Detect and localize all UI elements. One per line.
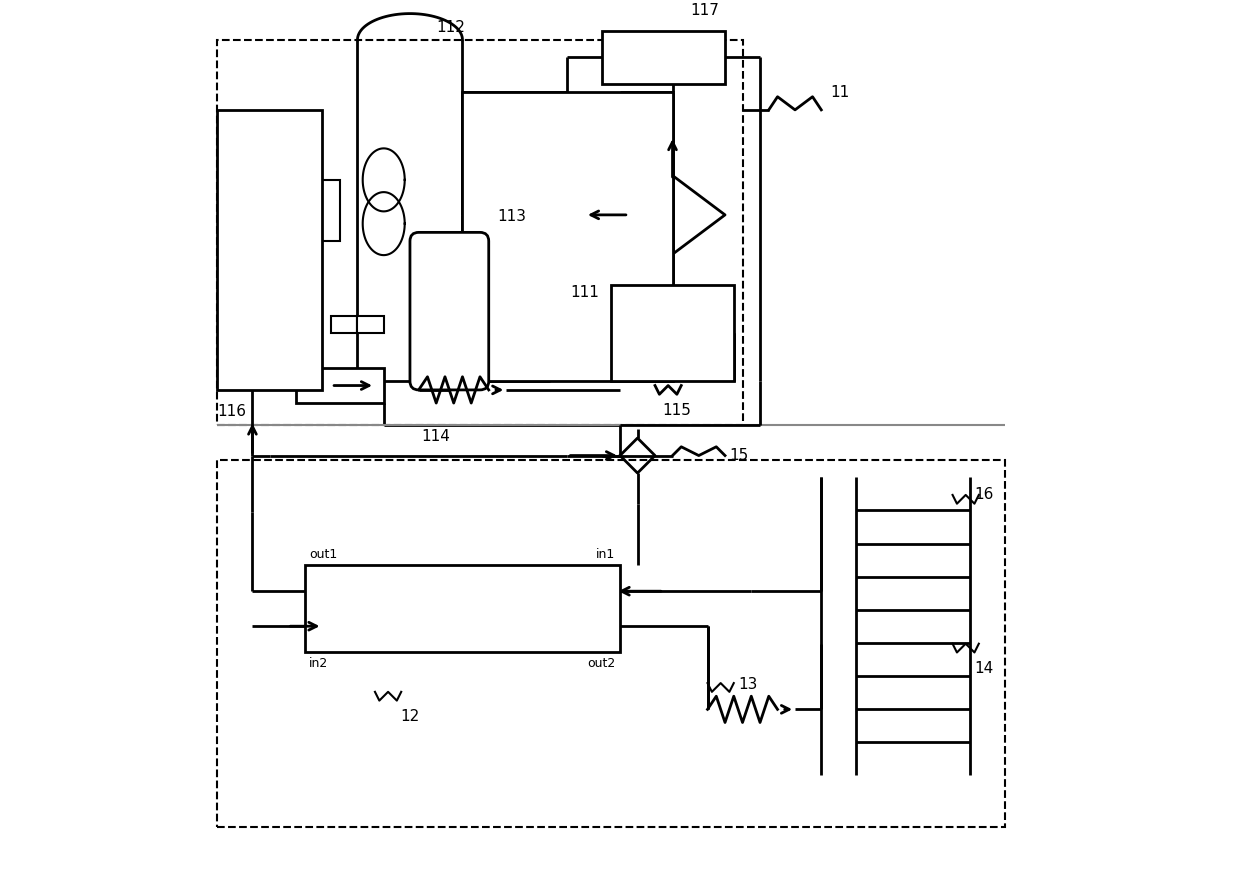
Text: 116: 116 [217,404,247,419]
Bar [270,180,340,241]
Text: 111: 111 [570,285,599,300]
Text: in2: in2 [309,656,329,670]
Bar [463,92,672,381]
Bar [217,460,1006,827]
Bar [603,31,725,84]
Text: 11: 11 [830,84,849,99]
Text: 113: 113 [497,209,527,224]
Bar [217,110,322,390]
Text: 112: 112 [436,20,465,35]
Bar [217,40,743,425]
Text: 13: 13 [738,677,758,692]
Text: 16: 16 [975,488,993,502]
Bar [611,285,734,381]
Text: 14: 14 [975,661,993,676]
Text: 115: 115 [662,403,692,418]
Bar [305,565,620,652]
Text: in1: in1 [596,547,615,561]
Text: 117: 117 [689,3,719,18]
Text: 15: 15 [729,448,749,463]
Text: 114: 114 [422,429,450,444]
Text: 12: 12 [401,709,419,724]
Text: out1: out1 [309,547,337,561]
Text: out2: out2 [588,656,615,670]
FancyBboxPatch shape [410,232,489,390]
Bar [296,368,383,403]
Bar [357,316,383,333]
Bar [331,316,357,333]
